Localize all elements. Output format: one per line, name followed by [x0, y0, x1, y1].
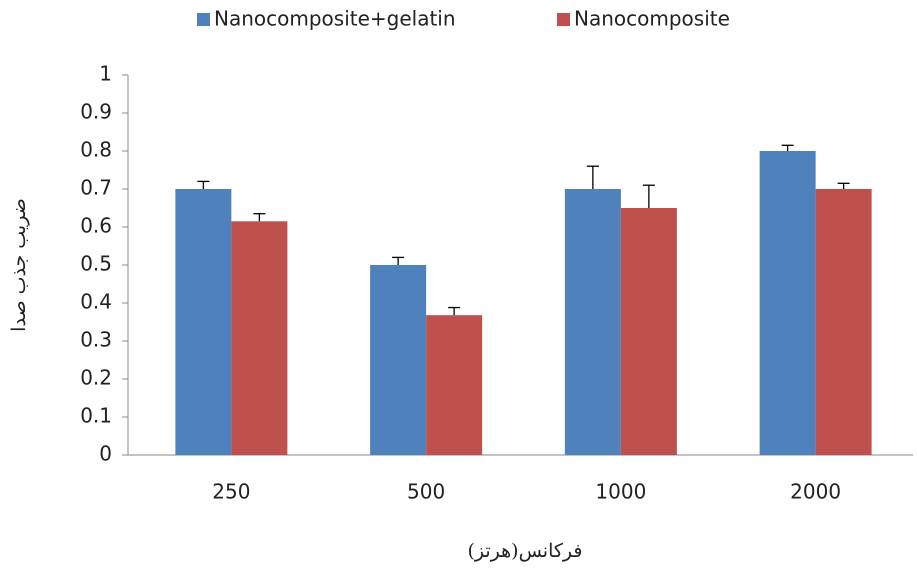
y-tick-label: 1: [99, 62, 112, 86]
y-tick-label: 0.2: [80, 366, 112, 390]
bar: [815, 189, 872, 455]
error-bar: [837, 182, 850, 189]
legend-label: Nanocomposite+gelatin: [214, 7, 456, 31]
bar: [175, 189, 232, 455]
bar: [231, 221, 288, 455]
bar: [620, 208, 677, 455]
error-bar: [392, 256, 405, 265]
legend-label: Nanocomposite: [574, 7, 730, 31]
error-bar: [197, 180, 210, 189]
x-tick-label: 500: [407, 480, 445, 504]
error-bar: [781, 144, 794, 151]
bar: [759, 151, 816, 455]
y-tick-label: 0.8: [80, 138, 112, 162]
y-tick-label: 0.4: [80, 290, 112, 314]
bar: [564, 189, 621, 455]
x-axis-label: فرکانس(هرتز): [467, 540, 582, 562]
y-tick-label: 0.3: [80, 328, 112, 352]
bar: [426, 315, 483, 455]
bar: [370, 265, 427, 455]
y-tick-label: 0.1: [80, 404, 112, 428]
y-tick-label: 0: [99, 442, 112, 466]
error-bar: [253, 213, 266, 222]
x-tick-label: 1000: [595, 480, 646, 504]
error-bar: [448, 306, 461, 316]
y-tick-label: 0.7: [80, 176, 112, 200]
x-tick-label: 250: [212, 480, 250, 504]
error-bar: [586, 165, 599, 189]
legend-swatch: [197, 13, 210, 26]
y-tick-label: 0.9: [80, 100, 112, 124]
y-tick-label: 0.5: [80, 252, 112, 276]
y-tick-label: 0.6: [80, 214, 112, 238]
x-tick-label: 2000: [790, 480, 841, 504]
error-bar: [642, 184, 655, 208]
legend-swatch: [557, 13, 570, 26]
y-axis-label: ضریب جذب صدا: [8, 198, 30, 332]
